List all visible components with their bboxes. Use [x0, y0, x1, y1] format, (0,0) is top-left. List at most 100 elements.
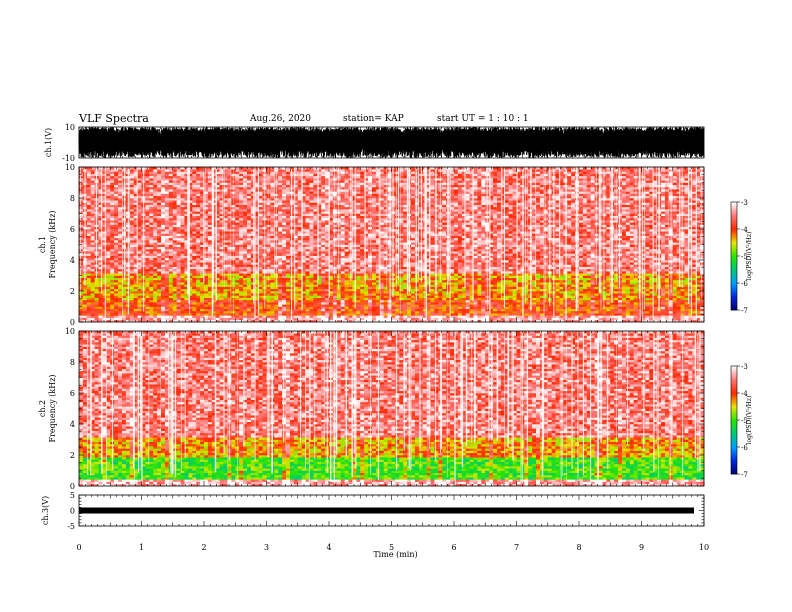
- ch1-spec-cell: [246, 279, 252, 283]
- ch1-spec-cell: [149, 231, 154, 234]
- ch1-spec-cell: [254, 308, 259, 312]
- ch1-spec-cell: [137, 319, 142, 323]
- ch1-spec-cell: [278, 257, 283, 261]
- ch1-spec-cell: [293, 215, 299, 219]
- ch1-spec-cell: [176, 224, 181, 228]
- ch1-spec-cell: [344, 271, 349, 274]
- ch1-spec-cell: [200, 310, 205, 314]
- ch1-spec-cell: [98, 204, 103, 208]
- ch1-spec-cell: [321, 315, 326, 318]
- ch1-spec-cell: [235, 310, 240, 314]
- ch1-spec-cell: [329, 191, 334, 194]
- ch1-spec-cell: [223, 191, 228, 194]
- ch1-spec-cell: [90, 248, 95, 252]
- ch1-spec-cell: [286, 222, 291, 225]
- ch1-spec-cell: [188, 206, 193, 210]
- ch1-spec-cell: [149, 288, 154, 292]
- ch1-spec-cell: [340, 231, 345, 234]
- ch1-spec-cell: [286, 240, 291, 243]
- ch1-spec-cell: [227, 167, 232, 170]
- ch1-spec-cell: [270, 178, 275, 181]
- ch1-spec-cell: [164, 206, 170, 210]
- ch1-spec-cell: [332, 313, 338, 316]
- ch1-spec-cell: [282, 195, 287, 199]
- ch1-spec-cell: [192, 295, 197, 298]
- ch1-spec-cell: [188, 246, 193, 250]
- ch1-spec-cell: [90, 262, 95, 265]
- ch1-spec-cell: [246, 213, 252, 217]
- ch1-spec-cell: [321, 237, 326, 241]
- ch1-spec-cell: [293, 229, 299, 232]
- ch1-spec-cell: [332, 275, 338, 279]
- ch1-spec-cell: [246, 248, 252, 252]
- ch1-spec-cell: [204, 319, 209, 323]
- ch1-spec-cell: [321, 229, 326, 232]
- ch1-spec-cell: [340, 251, 345, 254]
- ch1-spec-cell: [149, 246, 154, 250]
- ch1-spec-cell: [235, 184, 240, 188]
- ch1-spec-cell: [133, 169, 138, 172]
- ch1-spec-cell: [254, 204, 259, 208]
- ch1-spec-cell: [161, 255, 166, 259]
- ch1-spec-cell: [176, 175, 181, 179]
- ch1-spec-cell: [110, 167, 115, 170]
- ch1-spec-cell: [309, 169, 314, 172]
- ch1-spec-cell: [118, 220, 123, 223]
- ch1-spec-cell: [133, 273, 138, 276]
- ch1-spec-cell: [118, 260, 123, 263]
- ch1-spec-cell: [266, 206, 271, 210]
- ch1-spec-cell: [321, 266, 326, 270]
- ch1-spec-cell: [114, 189, 119, 192]
- ch1-spec-cell: [309, 215, 314, 219]
- ch1-spec-cell: [102, 286, 107, 290]
- ch1-spec-cell: [176, 293, 181, 296]
- ch1-spec-cell: [207, 310, 213, 314]
- ch1-spec-cell: [297, 175, 302, 179]
- ch1-spec-cell: [106, 191, 111, 194]
- ch1-spec-cell: [204, 217, 209, 221]
- ch1-spec-cell: [250, 167, 256, 170]
- ch1-spec-cell: [86, 213, 92, 217]
- ch1-spec-cell: [286, 251, 291, 254]
- ch1-spec-cell: [200, 273, 205, 276]
- ch1-spec-cell: [250, 211, 256, 214]
- ch1-spec-cell: [235, 248, 240, 252]
- ch1-spec-cell: [266, 271, 271, 274]
- ch1-spec-cell: [235, 302, 240, 305]
- ch1-spec-cell: [180, 233, 185, 236]
- ch1-spec-cell: [172, 167, 177, 170]
- ch1-spec-cell: [219, 180, 224, 183]
- ch1-spec-cell: [153, 291, 158, 294]
- ch1-spec-cell: [301, 317, 306, 321]
- ch1-spec-cell: [106, 240, 111, 243]
- ch1-spec-cell: [188, 319, 193, 323]
- ch1-spec-cell: [266, 167, 271, 170]
- ch1-spec-cell: [254, 211, 259, 214]
- ch1-spec-cell: [293, 167, 299, 170]
- ch1-spec-cell: [278, 244, 283, 248]
- ch1-spec-cell: [79, 284, 84, 287]
- ch1-spec-cell: [102, 315, 107, 318]
- ch1-spec-cell: [137, 173, 142, 177]
- ch1-spec-cell: [329, 308, 334, 312]
- ch1-spec-cell: [329, 229, 334, 232]
- ch1-spec-cell: [161, 186, 166, 190]
- ch1-spec-cell: [231, 215, 236, 219]
- ch1-spec-cell: [200, 319, 205, 323]
- ch1-spec-cell: [301, 262, 306, 265]
- ch1-spec-cell: [297, 286, 302, 290]
- ch1-spec-cell: [196, 251, 201, 254]
- ch1-spec-cell: [164, 266, 170, 270]
- ch1-spec-cell: [114, 217, 119, 221]
- ch1-spec-cell: [293, 193, 299, 197]
- ch1-spec-cell: [262, 319, 267, 323]
- ch1-spec-cell: [161, 200, 166, 203]
- ch1-spec-cell: [114, 308, 119, 312]
- ch1-spec-cell: [153, 240, 158, 243]
- ch1-spec-cell: [168, 222, 174, 225]
- ch1-spec-cell: [278, 308, 283, 312]
- ch1-spec-cell: [223, 240, 228, 243]
- ch1-spec-cell: [192, 273, 197, 276]
- ch1-spec-cell: [246, 189, 252, 192]
- ch1-spec-cell: [270, 297, 275, 301]
